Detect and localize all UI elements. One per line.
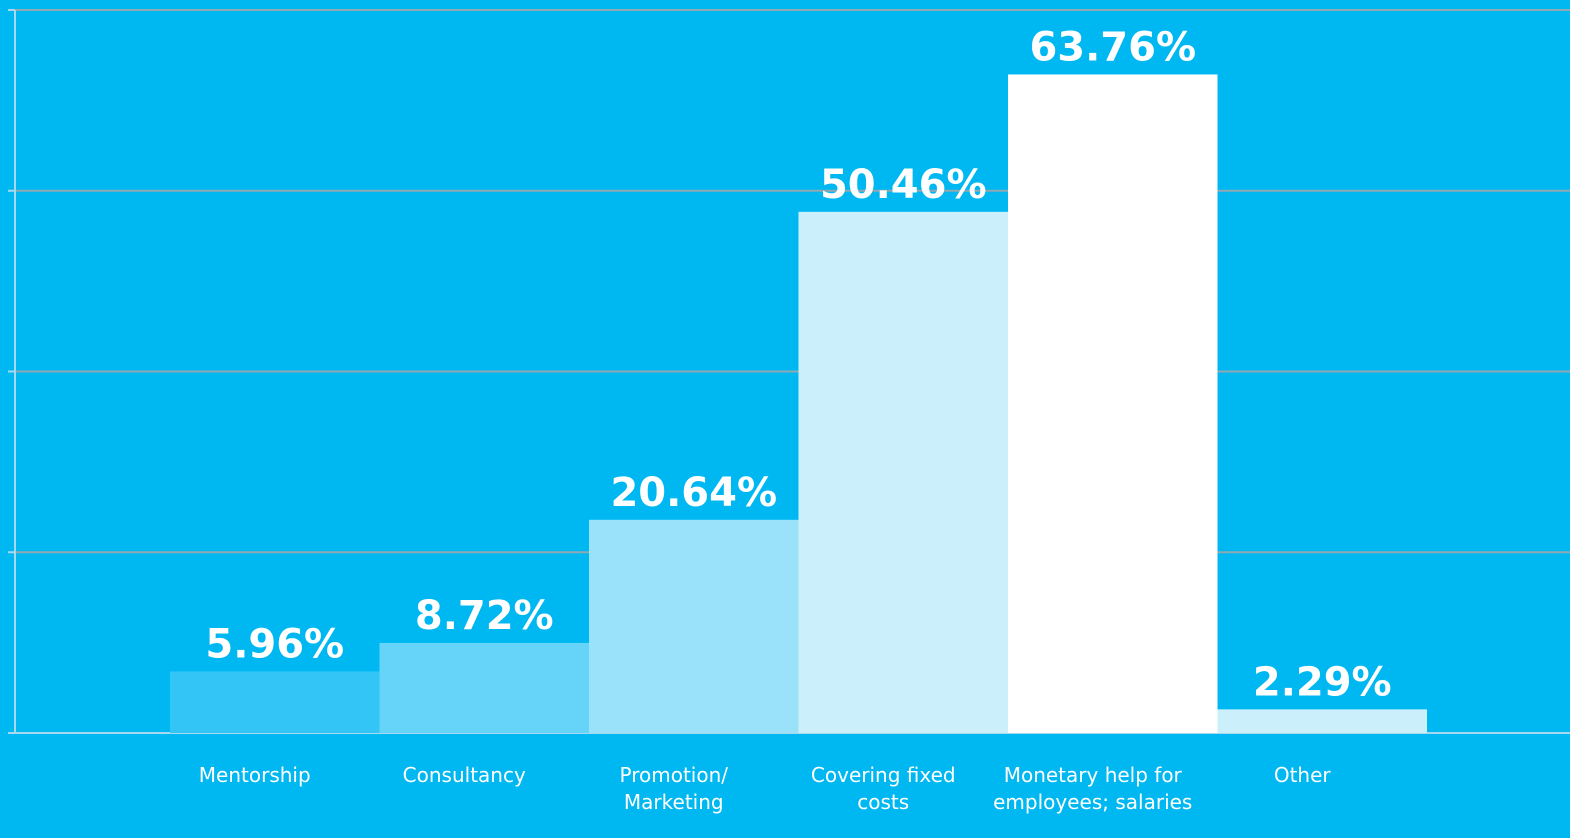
value-label: 50.46% <box>820 162 987 208</box>
value-label: 63.76% <box>1029 24 1196 70</box>
bar <box>170 671 380 733</box>
x-tick-label: Other <box>1273 763 1331 787</box>
bar <box>379 642 589 733</box>
bar <box>798 211 1008 733</box>
x-tick-label: Monetary help for employees; salaries <box>993 763 1193 814</box>
value-label: 5.96% <box>205 621 344 667</box>
bar <box>1217 709 1427 733</box>
x-tick-label: Covering fixed costs <box>810 763 956 814</box>
value-label: 20.64% <box>610 470 777 516</box>
bar <box>1008 74 1218 733</box>
x-tick-label: Mentorship <box>198 763 311 787</box>
bar <box>589 519 799 733</box>
x-tick-label: Promotion/ Marketing <box>619 763 729 814</box>
value-label: 2.29% <box>1253 659 1392 705</box>
x-tick-label: Consultancy <box>402 763 526 787</box>
value-label: 8.72% <box>415 593 554 639</box>
